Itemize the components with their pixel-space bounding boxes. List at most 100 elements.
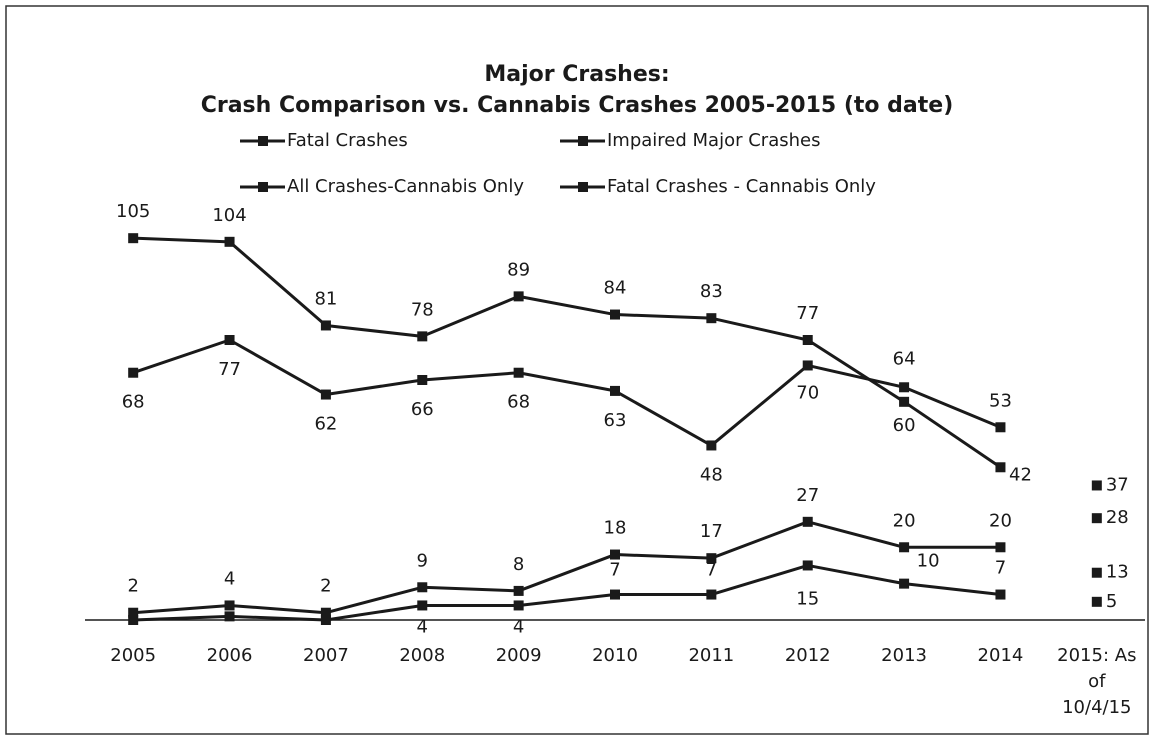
data-point — [995, 589, 1006, 600]
series-line — [133, 236, 1002, 469]
data-label: 48 — [700, 464, 723, 485]
data-point — [417, 582, 428, 593]
legend-marker — [578, 136, 588, 146]
x-tick-label: 2012 — [784, 645, 831, 666]
data-point — [802, 335, 813, 345]
data-point — [995, 462, 1006, 473]
data-label: 2 — [320, 576, 331, 597]
data-label: 66 — [411, 399, 434, 420]
x-tick-label: 2006 — [206, 645, 253, 666]
data-point — [802, 360, 813, 371]
data-label: 20 — [989, 510, 1012, 531]
data-label: 77 — [796, 303, 819, 324]
data-point — [128, 367, 139, 378]
legend-label: Impaired Major Crashes — [607, 130, 820, 151]
data-label: 4 — [513, 616, 524, 637]
data-point — [899, 542, 910, 553]
data-label: 37 — [1106, 474, 1129, 495]
data-label: 63 — [604, 410, 627, 431]
data-label: 18 — [604, 518, 627, 539]
data-point — [706, 313, 717, 324]
data-point — [320, 320, 331, 331]
data-point — [899, 396, 910, 407]
data-label: 4 — [224, 568, 235, 589]
legend-label: All Crashes-Cannabis Only — [287, 176, 524, 197]
x-tick-label: 2013 — [881, 645, 927, 666]
data-point — [417, 375, 428, 385]
data-point — [128, 233, 139, 244]
data-point — [802, 516, 813, 527]
data-label: 68 — [122, 392, 145, 413]
x-tick-label: 2011 — [688, 645, 735, 666]
x-tick-label: 2007 — [303, 645, 349, 666]
data-point — [513, 367, 524, 378]
x-tick-label: 2010 — [592, 645, 638, 666]
data-point — [224, 236, 235, 247]
series-line — [133, 563, 1001, 622]
data-point — [802, 560, 813, 571]
data-label: 42 — [1009, 464, 1032, 485]
data-point — [610, 549, 620, 560]
data-label: 17 — [700, 521, 723, 542]
data-label: 83 — [700, 281, 723, 302]
data-point — [1091, 596, 1102, 607]
data-point — [899, 382, 910, 393]
data-label: 13 — [1106, 562, 1129, 583]
data-label: 77 — [218, 359, 241, 380]
data-label: 2 — [127, 576, 138, 597]
legend-marker — [258, 182, 268, 192]
data-point — [417, 600, 428, 611]
x-tick-label: 2014 — [977, 645, 1024, 666]
series-line — [132, 338, 1002, 447]
data-label: 15 — [796, 588, 819, 609]
data-label: 7 — [995, 558, 1006, 579]
data-point — [706, 440, 717, 451]
x-tick-label: 2015: As of 10/4/15 — [1057, 645, 1137, 718]
chart-title: Major Crashes: — [484, 62, 669, 87]
data-label: 64 — [893, 348, 916, 369]
data-point — [995, 422, 1006, 433]
data-label: 68 — [507, 392, 530, 413]
data-label: 104 — [212, 205, 246, 226]
data-label: 27 — [796, 485, 819, 506]
data-point — [513, 600, 524, 611]
data-label: 105 — [116, 201, 150, 222]
data-label: 28 — [1106, 507, 1129, 528]
legend-label: Fatal Crashes - Cannabis Only — [607, 176, 876, 197]
data-label: 78 — [411, 299, 434, 320]
data-label: 84 — [604, 278, 627, 299]
series-line — [133, 520, 1001, 615]
data-label: 7 — [706, 560, 717, 581]
legend-marker — [258, 136, 268, 146]
data-point — [513, 585, 524, 596]
data-point — [224, 600, 235, 611]
data-label: 10 — [917, 551, 940, 572]
data-point — [320, 615, 331, 625]
legend-label: Fatal Crashes — [287, 130, 408, 151]
data-label: 53 — [989, 390, 1012, 411]
data-point — [320, 389, 331, 400]
data-point — [995, 542, 1006, 553]
data-point — [224, 611, 235, 622]
data-label: 81 — [314, 288, 337, 309]
data-point — [899, 578, 910, 589]
data-point — [513, 291, 524, 302]
x-tick-label: 2009 — [495, 645, 542, 666]
data-label: 70 — [796, 382, 819, 403]
data-label: 7 — [609, 560, 620, 581]
data-point — [1091, 513, 1102, 524]
data-label: 9 — [417, 550, 428, 571]
data-point — [224, 335, 235, 345]
legend-marker — [578, 182, 588, 192]
data-label: 4 — [417, 616, 428, 637]
data-point — [417, 331, 428, 342]
data-label: 5 — [1106, 591, 1117, 612]
data-label: 60 — [893, 415, 916, 436]
data-label: 89 — [507, 259, 530, 280]
data-label: 20 — [893, 510, 916, 531]
data-label: 62 — [314, 414, 337, 435]
data-point — [610, 309, 620, 320]
x-tick-label: 2005 — [110, 645, 157, 666]
